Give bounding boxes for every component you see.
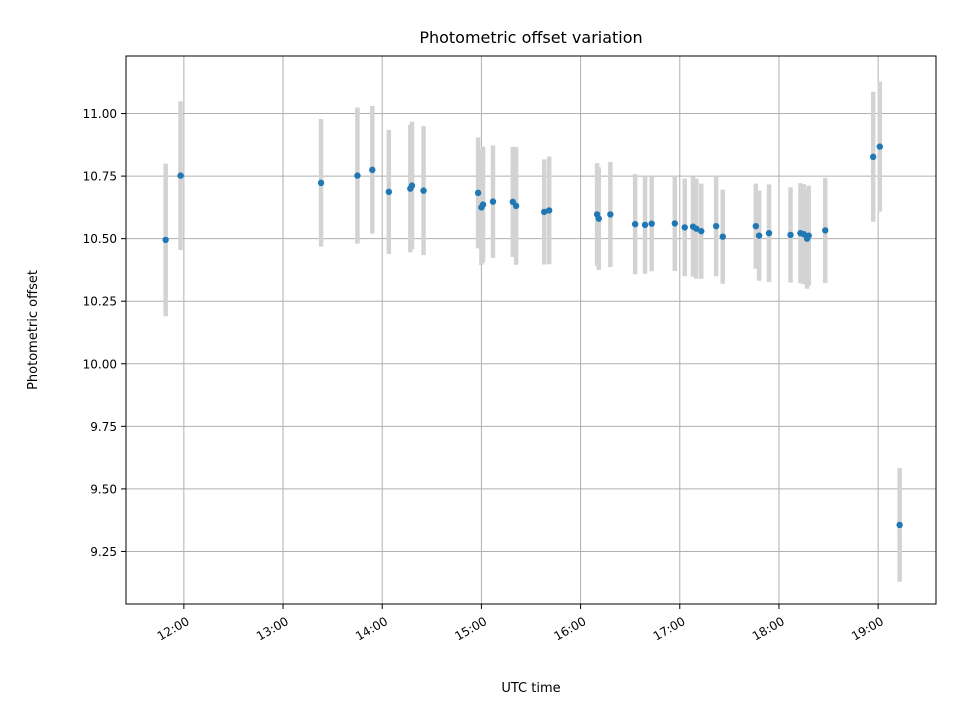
data-point [641, 221, 649, 229]
y-tick-label: 10.50 [83, 232, 117, 246]
data-point [631, 220, 639, 228]
y-tick-label: 10.25 [83, 295, 117, 309]
x-tick-label: 17:00 [651, 614, 688, 643]
data-point [385, 188, 393, 196]
data-point [869, 153, 877, 161]
data-point [162, 236, 169, 244]
data-point [420, 187, 427, 194]
data-point [698, 227, 705, 235]
data-point [545, 207, 553, 214]
x-tick-label: 13:00 [254, 614, 291, 643]
data-point [607, 211, 614, 218]
data-point [489, 198, 497, 205]
chart-title: Photometric offset variation [419, 28, 642, 47]
data-point [787, 231, 794, 239]
x-axis-ticks: 12:00 13:00 14:00 15:00 16:00 17:00 18:00 19:00 [155, 604, 886, 644]
data-point [681, 224, 688, 231]
y-axis-label: Photometric offset [26, 270, 41, 390]
data-point [595, 215, 602, 222]
data-point [541, 208, 548, 216]
data-point [317, 179, 325, 187]
data-point [408, 182, 416, 189]
data-point [876, 143, 883, 150]
data-point [755, 232, 763, 239]
data-point [805, 232, 812, 239]
y-axis-ticks: 9.25 9.50 9.75 10.00 10.25 10.50 10.75 11.00 [83, 107, 126, 559]
plot-frame [125, 55, 937, 605]
x-tick-label: 18:00 [750, 614, 787, 643]
data-point [765, 229, 773, 237]
data-point [896, 521, 903, 529]
y-tick-label: 11.00 [83, 107, 117, 121]
data-point [800, 230, 807, 238]
error-bars [163, 81, 902, 582]
y-tick-label: 9.25 [90, 545, 117, 559]
data-point [474, 189, 482, 197]
y-tick-label: 10.00 [83, 357, 117, 371]
data-point [369, 166, 376, 174]
data-point [822, 227, 829, 234]
data-point [177, 172, 184, 179]
data-point [479, 201, 487, 208]
y-tick-label: 10.75 [83, 170, 117, 184]
data-point [671, 220, 679, 227]
y-tick-label: 9.50 [90, 482, 117, 496]
data-point [512, 202, 520, 210]
data-point [719, 233, 726, 240]
x-tick-label: 16:00 [552, 614, 589, 643]
data-point [648, 220, 655, 227]
data-point [354, 172, 361, 179]
x-tick-label: 15:00 [452, 614, 489, 643]
x-axis-label: UTC time [501, 681, 560, 696]
data-point [752, 222, 760, 230]
x-tick-label: 12:00 [155, 614, 192, 643]
data-points [162, 143, 903, 529]
data-point [712, 222, 720, 230]
x-tick-label: 14:00 [353, 614, 390, 643]
data-point [693, 225, 700, 232]
x-tick-label: 19:00 [849, 614, 886, 643]
y-tick-label: 9.75 [90, 420, 117, 434]
grid [126, 56, 936, 604]
